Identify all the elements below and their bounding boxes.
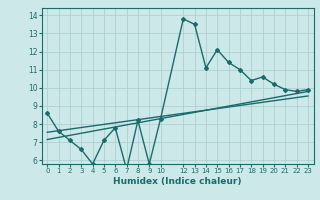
X-axis label: Humidex (Indice chaleur): Humidex (Indice chaleur) — [113, 177, 242, 186]
